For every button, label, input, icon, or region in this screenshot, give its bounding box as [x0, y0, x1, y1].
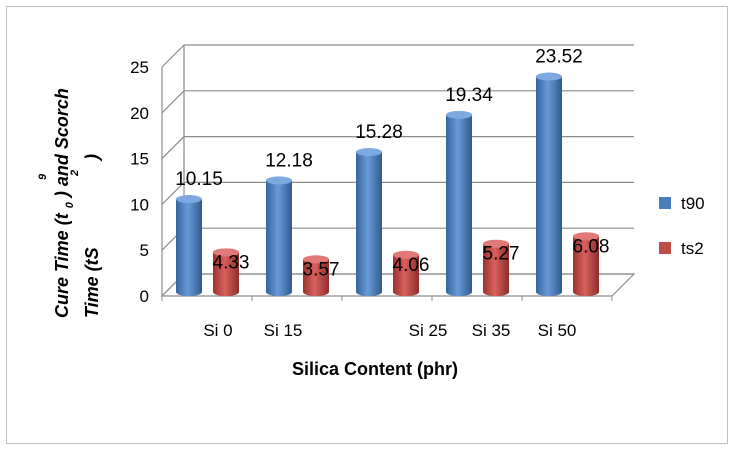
y-title-line1-end: ) and Scorch [52, 88, 72, 199]
data-label-t90: 12.18 [265, 150, 313, 171]
bar-top [266, 176, 292, 185]
bar-t90-si15 [266, 176, 292, 296]
y-title-line2: Time (tS [82, 247, 102, 318]
legend-swatch-ts2 [659, 242, 671, 254]
y-title-line1: Cure Time (t [52, 212, 72, 318]
svg-text:Time (tS: Time (tS [82, 247, 102, 318]
bar-top [176, 195, 202, 204]
bar-ts2-si25 [393, 250, 419, 296]
bar-body [356, 152, 382, 296]
gridline-side [161, 136, 185, 160]
y-title-line2-sub: 2 [69, 170, 81, 177]
bar-body [176, 199, 202, 296]
data-label-ts2: 4.06 [393, 255, 430, 276]
bar-body [303, 259, 329, 296]
bar-t90-si0 [176, 195, 202, 296]
bar-top [573, 232, 599, 241]
data-labels: 10.15 4.33 12.18 3.57 15.28 4.06 19.34 5.27 23.5… [175, 47, 609, 281]
bar-top [303, 255, 329, 264]
bar-top [213, 248, 239, 257]
data-label-ts2: 5.27 [483, 244, 520, 265]
bar-body [483, 243, 509, 296]
data-label-ts2: 3.57 [303, 259, 340, 280]
data-label-ts2: 4.33 [213, 252, 250, 273]
y-tick-label: 0 [140, 287, 149, 306]
y-tick-label: 5 [140, 241, 149, 260]
bar-ts2-si0 [213, 248, 239, 296]
data-label-t90: 10.15 [175, 169, 223, 190]
bar-t90-si50 [536, 72, 562, 297]
bar-body [446, 114, 472, 296]
y-axis-title: Cure Time (t 0 ) and Scorch 9 Time (tS 2… [37, 88, 102, 318]
data-label-ts2: 6.08 [573, 236, 610, 257]
bar-body [393, 254, 419, 296]
y-title-line2-end: ) [82, 154, 102, 162]
x-tick-label: Si 15 [264, 321, 303, 340]
legend-swatch-t90 [659, 197, 671, 209]
data-label-t90: 23.52 [535, 47, 583, 68]
svg-text:Cure Time (t 0 ) a: Cure Time (t 0 ) and Scorch [52, 88, 77, 318]
bar-t90-si25 [356, 148, 382, 296]
bar-ts2-si35 [483, 239, 509, 296]
bar-ts2-si15 [303, 255, 329, 296]
bar-top [393, 250, 419, 259]
x-tick-label: Si 0 [203, 321, 232, 340]
bar-t90-si35 [446, 110, 472, 296]
x-axis-title: Silica Content (phr) [292, 359, 458, 379]
data-label-t90: 15.28 [355, 122, 403, 143]
y-tick-label: 15 [130, 150, 149, 169]
legend: t90 ts2 [659, 194, 705, 258]
bar-body [573, 236, 599, 296]
bar-body [536, 76, 562, 297]
y-tick-label: 10 [130, 195, 149, 214]
y-title-line1-mid: 0 [64, 201, 76, 208]
bar-top [483, 239, 509, 248]
gridline-side [161, 44, 185, 68]
gridline-side [161, 181, 185, 205]
data-label-t90: 19.34 [445, 85, 493, 106]
x-tick-label: Si 25 [409, 321, 448, 340]
gridline-side [161, 90, 185, 114]
x-tick-label: Si 50 [538, 321, 577, 340]
bar-body [213, 252, 239, 296]
bars [176, 72, 599, 297]
legend-label-t90: t90 [681, 194, 705, 213]
bar-top [446, 110, 472, 119]
bar-top [536, 72, 562, 81]
bar-body [266, 180, 292, 296]
y-tick-label: 25 [130, 58, 149, 77]
x-tick-label: Si 35 [472, 321, 511, 340]
x-tick-labels: Si 0 Si 15 Si 25 Si 35 Si 50 [203, 321, 576, 340]
legend-label-ts2: ts2 [681, 239, 704, 258]
bar-top [356, 148, 382, 157]
y-title-superscript: 9 [37, 173, 49, 180]
y-tick-label: 20 [130, 104, 149, 123]
y-tick-labels: 0 5 10 15 20 25 [130, 58, 149, 306]
bar-ts2-si50 [573, 232, 599, 296]
